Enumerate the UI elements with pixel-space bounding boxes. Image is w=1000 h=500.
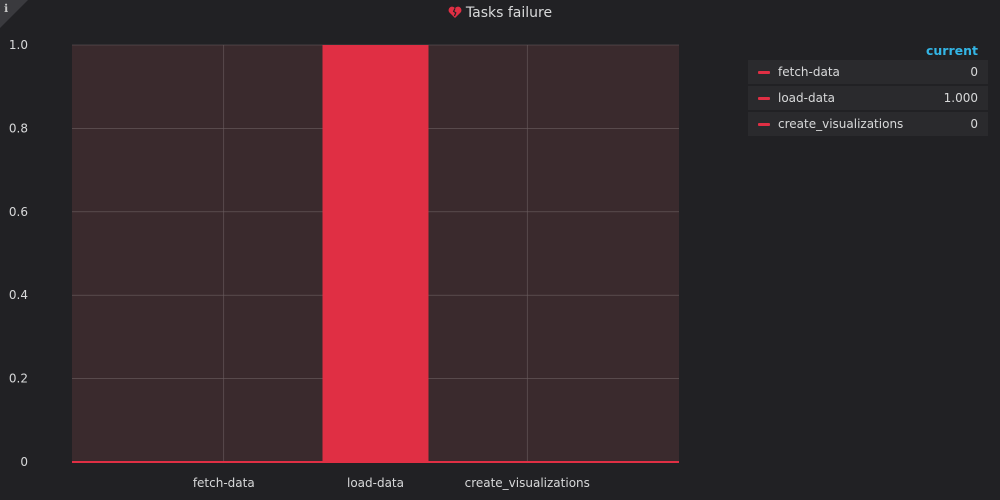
panel-title: Tasks failure — [0, 5, 1000, 21]
x-tick-label: create_visualizations — [465, 476, 590, 490]
panel-title-text: Tasks failure — [465, 5, 553, 21]
legend-item-fetch-data[interactable]: fetch-data 0 — [748, 60, 988, 84]
y-tick-label: 0.6 — [9, 205, 28, 219]
info-icon[interactable]: ℹ — [4, 2, 9, 15]
x-tick-label: load-data — [347, 476, 404, 490]
legend-header-current[interactable]: current — [926, 43, 978, 58]
legend-swatch[interactable] — [758, 96, 770, 100]
panel-info-corner[interactable] — [0, 0, 28, 28]
legend-label[interactable]: fetch-data — [778, 65, 840, 79]
x-tick-label: fetch-data — [193, 476, 255, 490]
legend-item-create_visualizations[interactable]: create_visualizations 0 — [748, 112, 988, 136]
legend-label[interactable]: create_visualizations — [778, 117, 904, 131]
legend-value-current: 1.000 — [943, 91, 978, 105]
legend: current fetch-data 0 load-data 1.000 create_… — [748, 42, 988, 138]
y-tick-label: 0.8 — [9, 121, 28, 135]
bar-load-data[interactable] — [322, 45, 429, 462]
legend-value-current: 0 — [970, 65, 978, 79]
y-tick-label: 0.4 — [9, 288, 28, 302]
broken-heart-icon — [448, 6, 462, 19]
legend-item-load-data[interactable]: load-data 1.000 — [748, 86, 988, 110]
legend-swatch[interactable] — [758, 122, 770, 126]
y-tick-label: 0 — [20, 455, 28, 469]
legend-label[interactable]: load-data — [778, 91, 836, 105]
legend-swatch[interactable] — [758, 70, 770, 74]
y-tick-label: 0.2 — [9, 372, 28, 386]
legend-value-current: 0 — [970, 117, 978, 131]
y-tick-label: 1.0 — [9, 38, 28, 52]
